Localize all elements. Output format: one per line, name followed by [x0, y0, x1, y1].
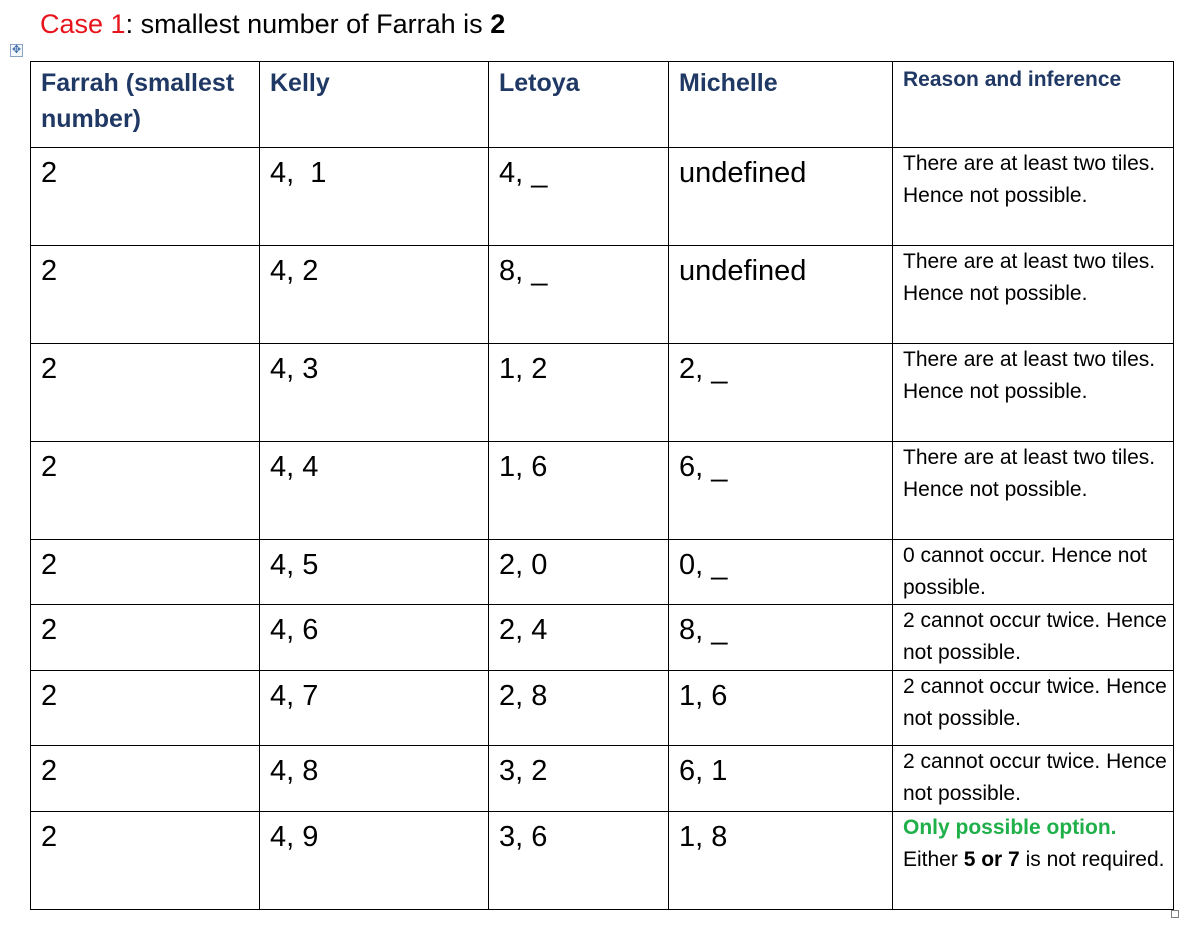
table-row: 2 4, 5 2, 0 0, _ 0 cannot occur. Hence n…	[30, 539, 1174, 605]
cell-michelle: 2, _	[668, 343, 893, 442]
header-letoya: Letoya	[488, 61, 669, 148]
header-michelle: Michelle	[668, 61, 893, 148]
cell-kelly: 4, 5	[259, 539, 489, 605]
cell-reason: There are at least two tiles. Hence not …	[892, 245, 1174, 344]
cell-letoya: 8, _	[488, 245, 669, 344]
cell-kelly: 4, 3	[259, 343, 489, 442]
cell-reason: There are at least two tiles. Hence not …	[892, 343, 1174, 442]
table-header-row: Farrah (smallest number) Kelly Letoya Mi…	[30, 61, 1174, 148]
cell-reason: There are at least two tiles. Hence not …	[892, 441, 1174, 540]
cell-michelle: undefined	[668, 147, 893, 246]
cell-kelly: 4, 8	[259, 745, 489, 812]
cell-reason: 2 cannot occur twice. Hence not possible…	[892, 604, 1174, 671]
case-heading: Case 1: smallest number of Farrah is 2	[40, 6, 505, 42]
reason-bold: 5 or 7	[963, 848, 1020, 871]
cell-michelle: 6, _	[668, 441, 893, 540]
cell-farrah: 2	[30, 670, 260, 746]
cell-farrah: 2	[30, 343, 260, 442]
cell-letoya: 3, 6	[488, 811, 669, 910]
cell-letoya: 3, 2	[488, 745, 669, 812]
cell-kelly: 4, 4	[259, 441, 489, 540]
cell-reason: 2 cannot occur twice. Hence not possible…	[892, 745, 1174, 812]
cell-farrah: 2	[30, 245, 260, 344]
reason-post: is not required.	[1019, 848, 1165, 871]
header-farrah: Farrah (smallest number)	[30, 61, 260, 148]
cell-farrah: 2	[30, 604, 260, 671]
table-row: 2 4, 6 2, 4 8, _ 2 cannot occur twice. H…	[30, 604, 1174, 671]
cell-letoya: 2, 4	[488, 604, 669, 671]
table-row: 2 4, 8 3, 2 6, 1 2 cannot occur twice. H…	[30, 745, 1174, 812]
cell-letoya: 2, 8	[488, 670, 669, 746]
move-handle-icon[interactable]: ✥	[10, 44, 23, 57]
cell-reason: Only possible option. Either 5 or 7 is no…	[892, 811, 1174, 910]
cell-kelly: 4, 6	[259, 604, 489, 671]
cell-michelle: 6, 1	[668, 745, 893, 812]
cell-reason: 2 cannot occur twice. Hence not possible…	[892, 670, 1174, 746]
cell-michelle: 8, _	[668, 604, 893, 671]
cell-farrah: 2	[30, 441, 260, 540]
cell-michelle: 1, 8	[668, 811, 893, 910]
header-reason: Reason and inference	[892, 61, 1174, 148]
reason-highlight: Only possible option.	[903, 816, 1117, 839]
cell-kelly: 4, 2	[259, 245, 489, 344]
table-row: 2 4, 2 8, _ undefined There are at least…	[30, 245, 1174, 344]
case-label: Case 1	[40, 9, 126, 39]
table-row: 2 4, 1 4, _ undefined There are at least…	[30, 147, 1174, 246]
cell-michelle: 1, 6	[668, 670, 893, 746]
cell-farrah: 2	[30, 539, 260, 605]
cell-kelly: 4, 1	[259, 147, 489, 246]
cell-kelly: 4, 9	[259, 811, 489, 910]
resize-handle-icon[interactable]	[1171, 910, 1179, 918]
cell-letoya: 1, 2	[488, 343, 669, 442]
cell-farrah: 2	[30, 745, 260, 812]
cell-michelle: undefined	[668, 245, 893, 344]
cell-michelle: 0, _	[668, 539, 893, 605]
table-row: 2 4, 9 3, 6 1, 8 Only possible option. Ei…	[30, 811, 1174, 910]
case-heading-text: : smallest number of Farrah is	[125, 9, 491, 39]
table-row: 2 4, 3 1, 2 2, _ There are at least two …	[30, 343, 1174, 442]
table-row: 2 4, 7 2, 8 1, 6 2 cannot occur twice. H…	[30, 670, 1174, 746]
header-kelly: Kelly	[259, 61, 489, 148]
case-heading-value: 2	[490, 9, 506, 39]
cell-kelly: 4, 7	[259, 670, 489, 746]
cell-letoya: 2, 0	[488, 539, 669, 605]
reason-pre: Either	[903, 848, 964, 871]
cell-letoya: 1, 6	[488, 441, 669, 540]
cell-farrah: 2	[30, 147, 260, 246]
table-row: 2 4, 4 1, 6 6, _ There are at least two …	[30, 441, 1174, 540]
cell-letoya: 4, _	[488, 147, 669, 246]
case-table: Farrah (smallest number) Kelly Letoya Mi…	[30, 61, 1174, 910]
cell-reason: There are at least two tiles. Hence not …	[892, 147, 1174, 246]
cell-reason: 0 cannot occur. Hence not possible.	[892, 539, 1174, 605]
cell-farrah: 2	[30, 811, 260, 910]
